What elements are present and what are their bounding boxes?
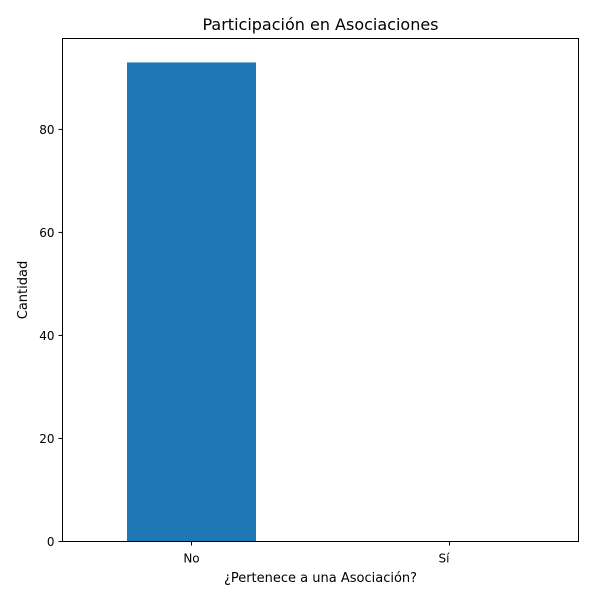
x-tick-label-no: No <box>183 552 199 566</box>
y-tick-label: 80 <box>39 123 54 137</box>
y-axis-label: Cantidad <box>16 261 31 319</box>
x-tick-label-sí: Sí <box>439 552 451 566</box>
x-axis: No Sí <box>183 541 451 566</box>
y-tick-label: 40 <box>39 329 54 343</box>
y-tick-label: 0 <box>47 535 55 549</box>
plot-area-frame <box>62 38 579 542</box>
y-axis: 0 20 40 60 80 <box>39 123 63 549</box>
chart-title: Participación en Asociaciones <box>202 15 438 34</box>
bars-group <box>127 62 256 542</box>
y-tick-label: 60 <box>39 226 54 240</box>
x-axis-label: ¿Pertenece a una Asociación? <box>224 571 417 586</box>
bar-no <box>127 62 256 542</box>
y-tick-label: 20 <box>39 432 54 446</box>
